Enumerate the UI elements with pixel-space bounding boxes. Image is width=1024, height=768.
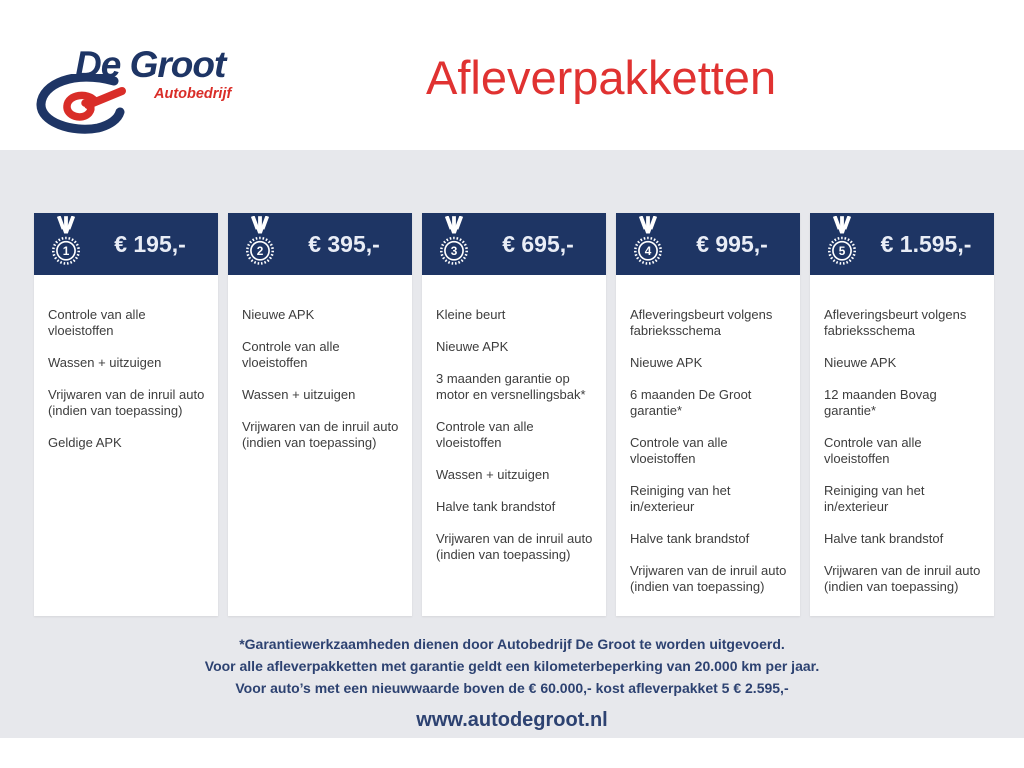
package-item: Kleine beurt [436, 307, 506, 322]
medal-number: 3 [451, 244, 458, 258]
footnotes: *Garantiewerkzaamheden dienen door Autob… [0, 633, 1024, 699]
logo-subtitle: Autobedrijf [154, 86, 232, 102]
package-item: Reiniging van het in/exterieur [630, 483, 731, 514]
package-item: Afleveringsbeurt volgens fabrieksschema [824, 307, 967, 338]
package-item: Afleveringsbeurt volgens fabrieksschema [630, 307, 773, 338]
logo-swoosh-icon [36, 74, 126, 134]
package-card: 5 € 1.595,- Afleveringsbeurt volgens fab… [810, 213, 994, 616]
package-item: Halve tank brandstof [824, 531, 944, 546]
medal-number: 1 [63, 244, 70, 258]
medal-icon: 1 [52, 216, 80, 265]
package-header: 2 € 395,- [228, 213, 412, 275]
package-header: 5 € 1.595,- [810, 213, 994, 275]
package-card: 1 € 195,- Controle van alle vloeistoffen… [34, 213, 218, 616]
medal-icon: 5 [828, 216, 856, 265]
package-item: Reiniging van het in/exterieur [824, 483, 925, 514]
company-logo: De Groot Autobedrijf [36, 44, 251, 140]
page-title: Afleverpakketten [426, 51, 777, 104]
footnote-line: *Garantiewerkzaamheden dienen door Autob… [239, 636, 785, 652]
package-item: Controle van alle vloeistoffen [436, 419, 534, 450]
package-body: Kleine beurt Nieuwe APK 3 maanden garantie… [422, 275, 606, 616]
package-item: 6 maanden De Groot garantie* [630, 387, 752, 418]
package-item: 12 maanden Bovag garantie* [824, 387, 937, 418]
package-item: Wassen + uitzuigen [436, 467, 550, 482]
package-item: Nieuwe APK [630, 355, 703, 370]
medal-icon: 4 [634, 216, 662, 265]
package-item: Nieuwe APK [824, 355, 897, 370]
package-item: Vrijwaren van de inruil auto (indien van… [824, 563, 981, 594]
package-card: 3 € 695,- Kleine beurt Nieuwe APK 3 maande… [422, 213, 606, 616]
package-item: Nieuwe APK [242, 307, 315, 322]
medal-number: 5 [839, 244, 846, 258]
footnote-line: Voor alle afleverpakketten met garantie … [204, 658, 820, 674]
package-item: Vrijwaren van de inruil auto (indien van… [436, 531, 593, 562]
medal-icon: 3 [440, 216, 468, 265]
package-header: 1 € 195,- [34, 213, 218, 275]
package-item: Vrijwaren van de inruil auto (indien van… [48, 387, 205, 418]
package-item: Halve tank brandstof [436, 499, 556, 514]
package-item: Wassen + uitzuigen [242, 387, 356, 402]
package-body: Afleveringsbeurt volgens fabrieksschema N… [810, 275, 994, 616]
website-link[interactable]: www.autodegroot.nl [416, 709, 608, 731]
package-body: Controle van alle vloeistoffen Wassen + u… [34, 275, 218, 616]
medal-number: 4 [645, 244, 652, 258]
package-item: Controle van alle vloeistoffen [48, 307, 146, 338]
package-item: 3 maanden garantie op motor en versnelli… [436, 371, 586, 402]
package-body: Afleveringsbeurt volgens fabrieksschema N… [616, 275, 800, 616]
medal-icon: 2 [246, 216, 274, 265]
logo-name: De Groot [75, 44, 226, 85]
package-item: Controle van alle vloeistoffen [242, 339, 340, 370]
package-price: € 195,- [114, 230, 186, 257]
packages: 1 € 195,- Controle van alle vloeistoffen… [34, 213, 994, 616]
package-card: 2 € 395,- Nieuwe APK Controle van alle vl… [228, 213, 412, 616]
package-item: Wassen + uitzuigen [48, 355, 162, 370]
package-item: Nieuwe APK [436, 339, 509, 354]
package-item: Controle van alle vloeistoffen [824, 435, 922, 466]
package-price: € 695,- [502, 230, 574, 257]
package-item: Vrijwaren van de inruil auto (indien van… [630, 563, 787, 594]
package-price: € 995,- [696, 230, 768, 257]
package-item: Controle van alle vloeistoffen [630, 435, 728, 466]
package-card: 4 € 995,- Afleveringsbeurt volgens fabri… [616, 213, 800, 616]
package-body: Nieuwe APK Controle van alle vloeistoffen… [228, 275, 412, 616]
package-item: Halve tank brandstof [630, 531, 750, 546]
package-price: € 395,- [308, 230, 380, 257]
package-price: € 1.595,- [880, 230, 972, 257]
package-header: 4 € 995,- [616, 213, 800, 275]
package-item: Geldige APK [48, 435, 122, 450]
package-header: 3 € 695,- [422, 213, 606, 275]
package-item: Vrijwaren van de inruil auto (indien van… [242, 419, 399, 450]
footnote-line: Voor auto’s met een nieuwwaarde boven de… [235, 680, 789, 696]
medal-number: 2 [257, 244, 264, 258]
